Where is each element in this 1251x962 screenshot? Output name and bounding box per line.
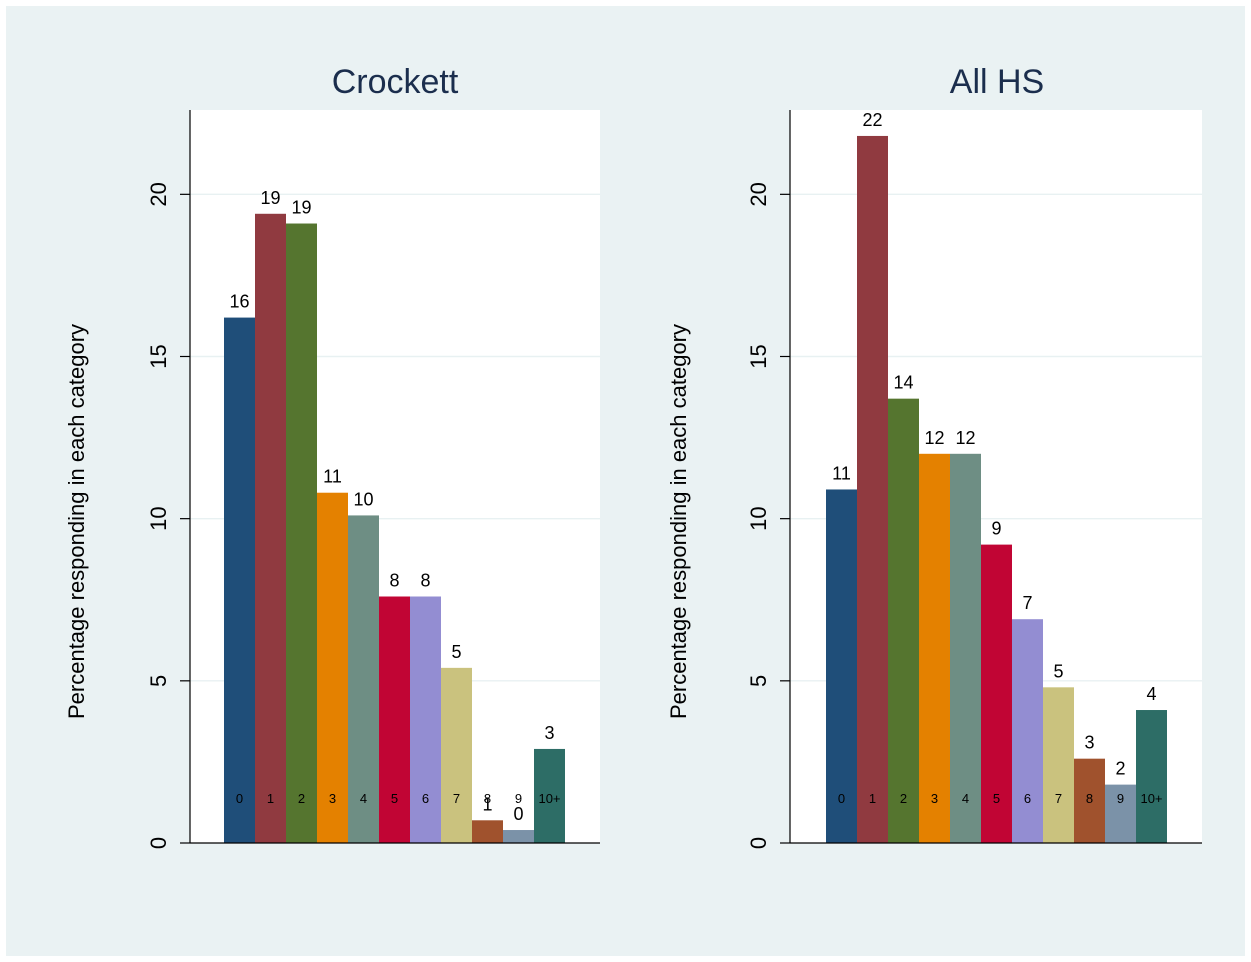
x-tick-label-8: 8 <box>484 791 491 806</box>
x-tick-label-1: 1 <box>267 791 274 806</box>
y-tick-label-20: 20 <box>746 182 771 206</box>
value-label-6: 7 <box>1022 593 1032 613</box>
x-tick-label-10+: 10+ <box>538 791 560 806</box>
x-tick-label-3: 3 <box>931 791 938 806</box>
x-tick-label-8: 8 <box>1086 791 1093 806</box>
x-tick-label-4: 4 <box>962 791 969 806</box>
chart-title: Crockett <box>332 63 459 101</box>
value-label-4: 12 <box>955 428 975 448</box>
y-tick-label-0: 0 <box>146 837 171 849</box>
bar-0 <box>826 489 857 843</box>
x-tick-label-9: 9 <box>515 791 522 806</box>
value-label-9: 2 <box>1115 759 1125 779</box>
x-tick-label-2: 2 <box>900 791 907 806</box>
x-tick-label-7: 7 <box>1055 791 1062 806</box>
value-label-4: 10 <box>353 489 373 509</box>
bar-9 <box>503 830 534 843</box>
bar-6 <box>1012 619 1043 843</box>
value-label-1: 19 <box>260 188 280 208</box>
y-tick-label-15: 15 <box>746 344 771 368</box>
y-tick-label-10: 10 <box>746 506 771 530</box>
value-label-6: 8 <box>420 571 430 591</box>
x-tick-label-10+: 10+ <box>1140 791 1162 806</box>
x-tick-label-3: 3 <box>329 791 336 806</box>
x-tick-label-4: 4 <box>360 791 367 806</box>
x-tick-label-6: 6 <box>422 791 429 806</box>
y-tick-label-5: 5 <box>746 675 771 687</box>
bar-2 <box>888 399 919 843</box>
x-tick-label-0: 0 <box>838 791 845 806</box>
value-label-10+: 4 <box>1146 684 1156 704</box>
y-tick-label-0: 0 <box>746 837 771 849</box>
value-label-8: 3 <box>1084 733 1094 753</box>
chart-title: All HS <box>950 63 1044 101</box>
bar-5 <box>379 597 410 843</box>
bar-1 <box>857 136 888 843</box>
value-label-5: 9 <box>991 519 1001 539</box>
y-axis-title: Percentage responding in each category <box>64 324 89 719</box>
x-tick-label-0: 0 <box>236 791 243 806</box>
x-tick-label-5: 5 <box>993 791 1000 806</box>
value-label-2: 19 <box>291 198 311 218</box>
x-tick-label-7: 7 <box>453 791 460 806</box>
y-tick-label-10: 10 <box>146 506 171 530</box>
value-label-2: 14 <box>893 373 913 393</box>
value-label-10+: 3 <box>544 723 554 743</box>
y-tick-label-5: 5 <box>146 675 171 687</box>
bar-4 <box>950 454 981 843</box>
x-tick-label-6: 6 <box>1024 791 1031 806</box>
value-label-0: 11 <box>832 463 851 483</box>
bar-6 <box>410 597 441 843</box>
bar-7 <box>1043 687 1074 843</box>
x-tick-label-2: 2 <box>298 791 305 806</box>
x-tick-label-1: 1 <box>869 791 876 806</box>
bar-3 <box>919 454 950 843</box>
bar-1 <box>255 214 286 843</box>
y-tick-label-20: 20 <box>146 182 171 206</box>
value-label-1: 22 <box>862 110 882 130</box>
value-label-9: 0 <box>513 804 523 824</box>
bar-0 <box>224 318 255 843</box>
bar-10+ <box>1136 710 1167 843</box>
value-label-7: 5 <box>1053 661 1063 681</box>
value-label-5: 8 <box>389 571 399 591</box>
bar-8 <box>472 820 503 843</box>
value-label-3: 11 <box>323 467 342 487</box>
value-label-0: 16 <box>229 292 249 312</box>
bar-2 <box>286 224 317 843</box>
x-tick-label-5: 5 <box>391 791 398 806</box>
y-tick-label-15: 15 <box>146 344 171 368</box>
value-label-3: 12 <box>924 428 944 448</box>
value-label-7: 5 <box>451 642 461 662</box>
bar-7 <box>441 668 472 843</box>
y-axis-title: Percentage responding in each category <box>666 324 691 719</box>
x-tick-label-9: 9 <box>1117 791 1124 806</box>
